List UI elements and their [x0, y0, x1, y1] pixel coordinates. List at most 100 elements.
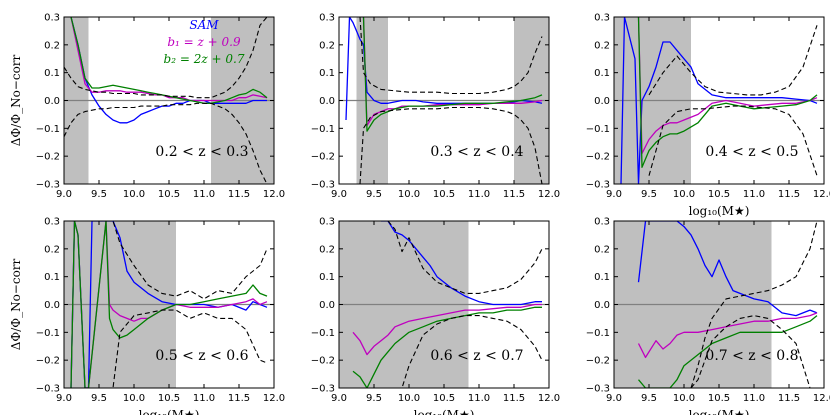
series-line-b1 [362, 17, 543, 127]
redshift-label: 0.3 < z < 0.4 [430, 144, 523, 160]
y-tick-label: −0.3 [36, 384, 60, 395]
y-tick-label: 0.1 [44, 272, 60, 283]
redshift-label: 0.7 < z < 0.8 [705, 348, 798, 364]
y-tick-label: −0.2 [586, 356, 610, 367]
redshift-label: 0.2 < z < 0.3 [155, 144, 248, 160]
series-line-b1 [70, 17, 268, 102]
y-tick-label: −0.3 [586, 180, 610, 191]
y-tick-label: 0.3 [319, 217, 335, 228]
y-tick-label: 0.2 [594, 40, 610, 51]
x-tick-label: 12.0 [538, 189, 560, 200]
series-line-error-upper [690, 221, 818, 388]
y-axis-title: ΔΦ/Φ_No−corr [9, 54, 23, 146]
series-line-sam [620, 17, 818, 184]
x-tick-label: 10.0 [398, 189, 420, 200]
x-tick-label: 9.0 [56, 189, 72, 200]
y-tick-label: 0.0 [594, 96, 610, 107]
panel-1: 9.0 9.5 10.0 10.5 11.0 11.5 12.0 −0.3 −0.2 −0.1 0.… [9, 13, 285, 201]
x-tick-label: 11.5 [228, 189, 250, 200]
x-tick-label: 9.5 [641, 189, 657, 200]
x-tick-label: 9.5 [366, 393, 382, 404]
y-tick-label: 0.0 [44, 96, 60, 107]
series-line-error-upper [106, 221, 268, 300]
x-tick-label: 11.0 [193, 393, 215, 404]
series-line-b1 [352, 303, 542, 356]
y-tick-label: −0.1 [36, 124, 60, 135]
y-tick-label: 0.3 [594, 13, 610, 24]
x-tick-label: 9.5 [91, 189, 107, 200]
series-line-b2 [362, 17, 543, 132]
y-tick-label: 0.0 [44, 300, 60, 311]
x-tick-label: 11.0 [743, 189, 765, 200]
y-axis-title: ΔΦ/Φ_No−corr [9, 258, 23, 350]
series-line-b2 [352, 306, 542, 388]
y-tick-label: 0.2 [594, 244, 610, 255]
series-line-b2 [70, 221, 268, 388]
x-tick-label: 9.0 [331, 393, 347, 404]
x-tick-label: 10.0 [123, 189, 145, 200]
series-line-error-lower [106, 309, 268, 388]
panel-5: 9.0 9.5 10.0 10.5 11.0 11.5 12.0 −0.3 −0.2 −0.1 0.… [311, 217, 560, 415]
series-line-error-upper [64, 17, 268, 99]
x-tick-label: 10.0 [123, 393, 145, 404]
series-line-sam [70, 17, 267, 124]
x-tick-label: 10.0 [673, 393, 695, 404]
y-tick-label: −0.2 [36, 356, 60, 367]
x-tick-label: 10.0 [398, 393, 420, 404]
redshift-label: 0.5 < z < 0.6 [155, 348, 248, 364]
y-tick-label: 0.1 [594, 68, 610, 79]
series-line-error-lower [64, 102, 268, 184]
y-tick-label: 0.3 [594, 217, 610, 228]
x-tick-label: 12.0 [538, 393, 560, 404]
x-tick-label: 12.0 [263, 189, 285, 200]
y-tick-label: 0.0 [319, 96, 335, 107]
y-tick-label: 0.2 [319, 40, 335, 51]
y-tick-label: −0.1 [36, 328, 60, 339]
y-tick-label: 0.0 [319, 300, 335, 311]
x-axis-title: log₁₀(M★) [139, 408, 200, 415]
x-tick-label: 10.5 [158, 393, 180, 404]
y-tick-label: −0.2 [36, 152, 60, 163]
x-tick-label: 12.0 [263, 393, 285, 404]
series-line-error-lower [690, 315, 817, 388]
y-tick-label: 0.3 [44, 13, 60, 24]
x-tick-label: 11.0 [193, 189, 215, 200]
y-tick-label: 0.2 [319, 244, 335, 255]
y-tick-label: 0.1 [594, 272, 610, 283]
y-tick-label: 0.2 [44, 40, 60, 51]
x-axis-title: log₁₀(M★) [689, 204, 750, 218]
x-tick-label: 11.5 [778, 393, 800, 404]
x-axis-title: log₁₀(M★) [689, 408, 750, 415]
x-tick-label: 10.5 [708, 189, 730, 200]
y-tick-label: −0.1 [586, 328, 610, 339]
x-tick-label: 10.5 [433, 393, 455, 404]
series-line-sam [381, 221, 542, 306]
y-tick-label: 0.1 [44, 68, 60, 79]
x-tick-label: 9.0 [606, 393, 622, 404]
legend-entry: b₂ = 2z + 0.7 [164, 52, 245, 66]
x-tick-label: 9.5 [91, 393, 107, 404]
panel-3: 9.0 9.5 10.0 10.5 11.0 11.5 12.0 −0.3 −0.2 −0.1 0.… [586, 13, 830, 219]
redshift-label: 0.6 < z < 0.7 [430, 348, 523, 364]
x-tick-label: 11.5 [503, 393, 525, 404]
legend-entry: SAM [189, 18, 219, 32]
x-tick-label: 9.5 [641, 393, 657, 404]
series-line-b2 [638, 315, 818, 388]
panel-6: 9.0 9.5 10.0 10.5 11.0 11.5 12.0 −0.3 −0.2 −0.1 0.… [586, 217, 830, 415]
y-tick-label: 0.3 [319, 13, 335, 24]
series-line-error-upper [359, 17, 543, 95]
series-line-error-lower [388, 315, 543, 388]
x-tick-label: 10.5 [433, 189, 455, 200]
x-tick-label: 11.0 [743, 393, 765, 404]
series-line-error-lower [359, 106, 543, 184]
x-tick-label: 9.0 [56, 393, 72, 404]
series-line-error-upper [648, 25, 818, 96]
x-tick-label: 11.5 [503, 189, 525, 200]
y-tick-label: 0.3 [44, 217, 60, 228]
y-tick-label: −0.2 [311, 356, 335, 367]
y-tick-label: 0.1 [319, 68, 335, 79]
x-tick-label: 10.5 [158, 189, 180, 200]
y-tick-label: −0.2 [586, 152, 610, 163]
y-tick-label: −0.3 [36, 180, 60, 191]
